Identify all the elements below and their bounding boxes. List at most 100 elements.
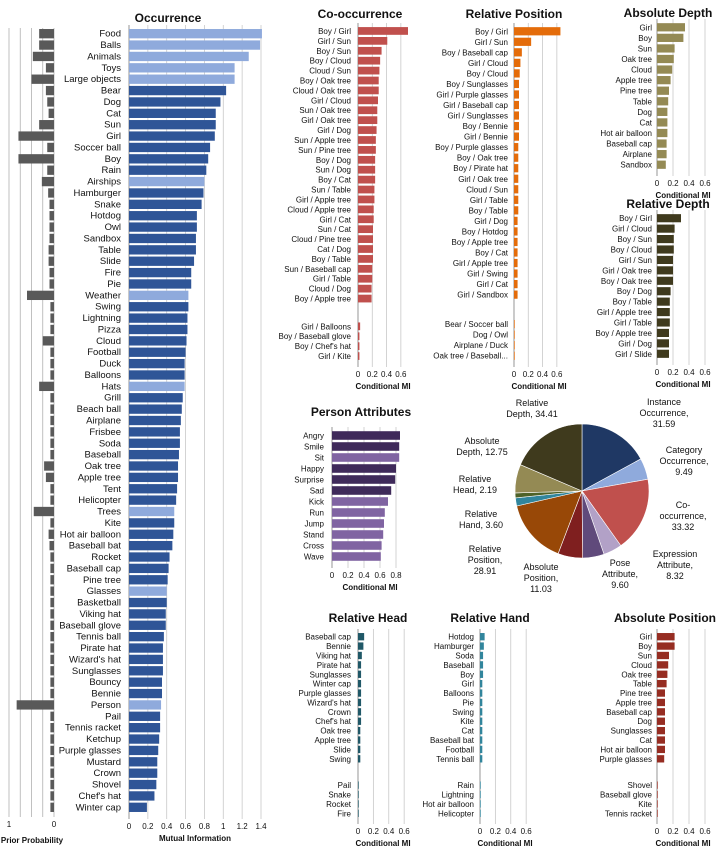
occurrence-bar-crown [129, 768, 158, 778]
absolute-position-bar-hot-air-balloon [657, 745, 665, 754]
co-occurrence-bar-girl-kite [358, 352, 360, 360]
relative-hand-bar-cat [480, 726, 483, 735]
occurrence-category-label: Cloud [96, 336, 121, 347]
absolute-depth-bar-pine-tree [657, 86, 669, 95]
person-attributes-category-label: Kick [309, 498, 325, 507]
absolute-position-category-label: Apple tree [616, 698, 653, 707]
occurrence-category-label: Chef's hat [79, 791, 122, 802]
occurrence-category-label: Rain [101, 165, 121, 176]
relative-hand-category-label: Swing [452, 708, 474, 717]
person-attributes-bar-happy [332, 464, 396, 473]
relative-head-category-label: Pail [338, 781, 352, 790]
absolute-position-category-label: Pine tree [620, 689, 653, 698]
relative-position-category-label: Girl / Oak tree [458, 175, 508, 184]
co-occurrence-x-tick-label: 0.6 [395, 370, 407, 379]
relative-depth-category-label: Boy / Table [613, 298, 653, 307]
relative-hand-category-label: Hamburger [434, 642, 474, 651]
occurrence-category-label: Pizza [98, 324, 122, 335]
relative-position-category-label: Boy / Baseball cap [442, 48, 509, 57]
absolute-depth-bar-cat [657, 118, 668, 127]
absolute-depth-bar-table [657, 97, 669, 106]
occurrence-category-label: Fire [105, 268, 121, 279]
relative-position-bar-oak-tree-baseball [514, 351, 515, 360]
occurrence-bar-pizza [129, 324, 188, 335]
absolute-position-category-label: Girl [640, 633, 653, 642]
relative-position-category-label: Boy / Apple tree [452, 238, 509, 247]
occurrence-bar-balloons [129, 370, 185, 380]
relative-head-bar-viking-hat [358, 651, 362, 660]
occurrence-bar-sunglasses [129, 666, 163, 676]
relative-hand-bar-lightning [480, 790, 481, 799]
person-attributes-category-label: Cross [303, 542, 324, 551]
relative-head-category-label: Pirate hat [317, 661, 352, 670]
absolute-depth-bar-oak-tree [657, 54, 674, 64]
pie-label-absolute-position: Absolute Position, 11.03 [523, 562, 558, 594]
prior-bar-rocket [50, 552, 54, 562]
relative-depth-category-label: Girl / Dog [618, 339, 652, 348]
occurrence-category-label: Sandbox [83, 233, 121, 244]
prior-bar-tennis-racket [50, 723, 54, 733]
absolute-position-category-label: Baseball glove [600, 791, 653, 800]
relative-head-bar-pail [358, 781, 359, 789]
relative-position-x-tick-label: 0.6 [551, 370, 563, 379]
co-occurrence-bar-sun-table [358, 185, 375, 194]
relative-head-category-label: Crown [328, 708, 351, 717]
co-occurrence-bar-girl-cat [358, 215, 374, 224]
occurrence-category-label: Balloons [85, 370, 122, 381]
relative-head-bar-swing [358, 755, 361, 763]
relative-hand-bar-swing [480, 708, 483, 716]
relative-head-bar-oak-tree [358, 726, 361, 735]
occurrence-category-label: Grill [104, 393, 121, 404]
co-occurrence-bar-boy-chef-s-hat [358, 342, 360, 350]
absolute-position-category-label: Kite [638, 800, 652, 809]
relative-hand-category-label: Soda [455, 651, 474, 660]
relative-position-category-label: Boy / Bennie [463, 122, 509, 131]
relative-position-bar-cloud-sun [514, 185, 519, 194]
relative-position-category-label: Boy / Cat [475, 248, 509, 257]
co-occurrence-category-label: Boy / Cat [318, 176, 352, 185]
occurrence-category-label: Purple glasses [59, 745, 122, 756]
prior-bar-table [48, 245, 54, 255]
co-occurrence-category-label: Girl / Oak tree [301, 116, 351, 125]
occurrence-x-tick-label: 0.8 [199, 822, 211, 831]
occurrence-bar-boy [129, 154, 209, 164]
absolute-position-bar-table [657, 680, 667, 688]
relative-head-x-tick-label: 0 [356, 827, 361, 836]
occurrence-bar-airships [129, 176, 205, 187]
occurrence-category-label: Animals [87, 51, 121, 62]
prior-bar-bear [45, 85, 54, 96]
prior-bar-duck [50, 358, 54, 369]
person-attributes-category-label: Smile [304, 443, 325, 452]
occurrence-bar-pail [129, 711, 161, 721]
occurrence-category-label: Dog [104, 97, 121, 108]
person-attributes-bar-kick [332, 497, 388, 506]
occurrence-category-label: Cat [106, 108, 121, 119]
relative-depth-category-label: Boy / Cloud [611, 246, 652, 255]
relative-head-category-label: Winter cap [313, 680, 352, 689]
absolute-position-category-label: Table [633, 680, 653, 689]
relative-hand-bar-hotdog [480, 633, 485, 641]
occurrence-category-label: Frisbee [89, 427, 121, 438]
pie-label-pose-attribute: Pose Attribute, 9.60 [602, 558, 638, 590]
occurrence-bar-fire [129, 267, 192, 278]
prior-bar-wizard-s-hat [50, 654, 54, 665]
occurrence-bar-winter-cap [129, 802, 147, 812]
relative-hand-bar-helicopter [480, 809, 481, 817]
relative-hand-category-label: Lightning [442, 791, 474, 800]
relative-hand-bar-pie [480, 698, 483, 707]
absolute-depth-category-label: Airplane [623, 150, 653, 159]
co-occurrence-bar-sun-cat [358, 225, 373, 234]
co-occurrence-category-label: Girl / Apple tree [296, 195, 352, 204]
co-occurrence-category-label: Cloud / Sun [309, 67, 351, 76]
prior-bar-balls [39, 40, 54, 50]
relative-head-title: Relative Head [329, 611, 408, 625]
relative-position-bar-bear-soccer-ball [514, 320, 515, 329]
absolute-position-category-label: Dog [637, 717, 652, 726]
co-occurrence-category-label: Sun / Table [311, 186, 351, 195]
occurrence-category-label: Tent [103, 484, 121, 495]
prior-bar-bennie [50, 688, 54, 699]
prior-bar-baseball [50, 449, 54, 460]
occurrence-category-label: Airplane [86, 416, 121, 427]
absolute-position-bar-shovel [657, 781, 658, 789]
occurrence-category-label: Rocket [91, 552, 121, 563]
